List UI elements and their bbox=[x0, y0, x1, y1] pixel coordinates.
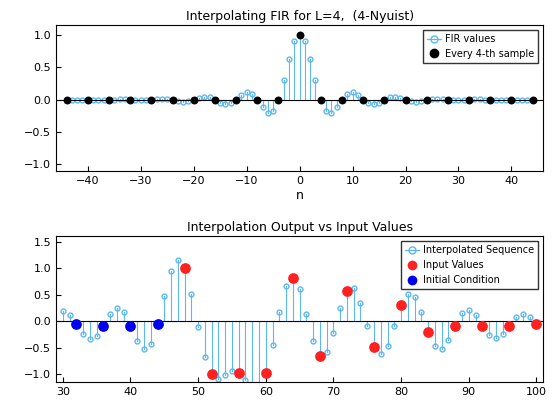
Title: Interpolating FIR for L=4,  (4-Nyuist): Interpolating FIR for L=4, (4-Nyuist) bbox=[185, 10, 414, 23]
Point bbox=[262, 369, 270, 376]
Point bbox=[507, 96, 516, 103]
Point bbox=[486, 96, 494, 103]
Point bbox=[62, 96, 71, 103]
Point bbox=[234, 369, 243, 376]
Point bbox=[532, 320, 541, 327]
Point bbox=[380, 96, 389, 103]
Point bbox=[288, 274, 297, 281]
Title: Interpolation Output vs Input Values: Interpolation Output vs Input Values bbox=[186, 221, 413, 234]
Point bbox=[505, 322, 514, 329]
X-axis label: n: n bbox=[296, 189, 304, 202]
Point bbox=[444, 96, 452, 103]
Point bbox=[316, 96, 325, 103]
Point bbox=[207, 371, 216, 378]
Point bbox=[315, 352, 324, 359]
Point bbox=[189, 96, 198, 103]
Point bbox=[338, 96, 347, 103]
Point bbox=[401, 96, 410, 103]
Point bbox=[343, 287, 352, 294]
Point bbox=[274, 96, 283, 103]
Point bbox=[295, 32, 304, 38]
Point bbox=[126, 322, 135, 329]
Point bbox=[478, 322, 487, 329]
Point bbox=[180, 265, 189, 272]
Point bbox=[211, 96, 220, 103]
Point bbox=[83, 96, 92, 103]
Point bbox=[99, 322, 108, 329]
Point bbox=[168, 96, 177, 103]
Point bbox=[451, 322, 460, 329]
Point bbox=[358, 96, 367, 103]
Point bbox=[232, 96, 241, 103]
Point bbox=[253, 96, 262, 103]
Point bbox=[422, 96, 431, 103]
Point bbox=[72, 320, 81, 327]
Point bbox=[147, 96, 156, 103]
Point bbox=[153, 320, 162, 327]
Legend: FIR values, Every 4-th sample: FIR values, Every 4-th sample bbox=[423, 30, 538, 63]
Point bbox=[396, 302, 405, 309]
Point bbox=[105, 96, 114, 103]
Legend: Interpolated Sequence, Input Values, Initial Condition: Interpolated Sequence, Input Values, Ini… bbox=[401, 241, 538, 289]
Point bbox=[370, 343, 379, 350]
Point bbox=[125, 96, 134, 103]
Point bbox=[424, 328, 433, 335]
Point bbox=[528, 96, 537, 103]
Point bbox=[465, 96, 474, 103]
